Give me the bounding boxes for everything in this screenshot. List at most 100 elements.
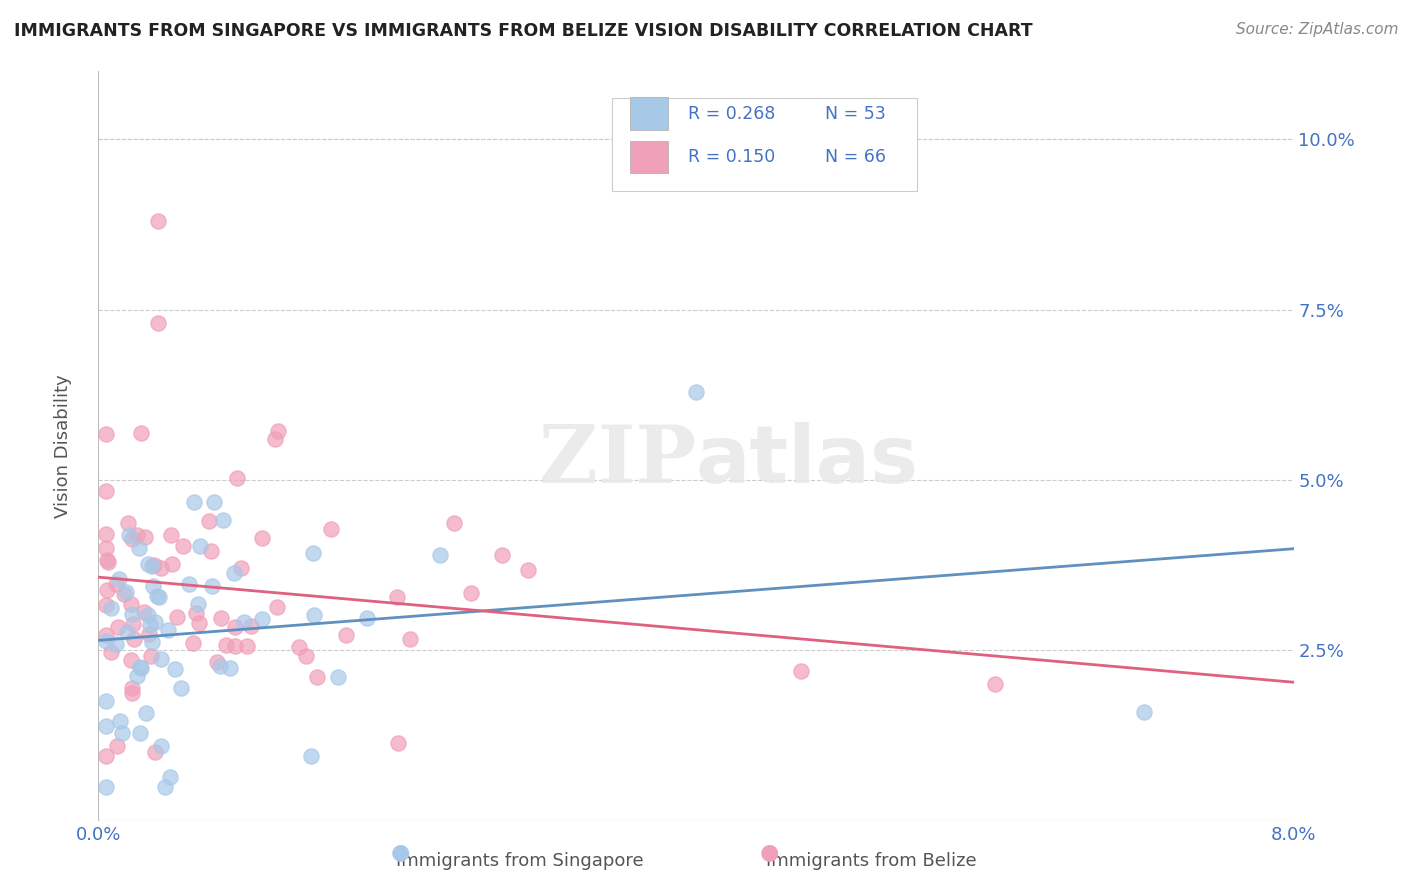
Point — [138, 627, 160, 641]
Point — [166, 610, 188, 624]
Point — [131, 660, 153, 674]
Point — [307, 669, 329, 683]
Point — [356, 611, 378, 625]
Point — [443, 516, 465, 531]
Point — [149, 561, 172, 575]
Point — [145, 590, 167, 604]
Point — [97, 555, 120, 569]
Point — [287, 640, 309, 654]
Point — [121, 532, 143, 546]
Point — [250, 612, 273, 626]
Point — [148, 591, 170, 605]
Point — [94, 694, 117, 708]
Point — [173, 539, 195, 553]
Point — [685, 384, 707, 399]
Point — [267, 424, 290, 438]
Point — [1133, 705, 1156, 719]
Point — [134, 606, 156, 620]
Text: ●: ● — [759, 843, 779, 863]
FancyBboxPatch shape — [630, 97, 668, 130]
Point — [224, 639, 246, 653]
Point — [201, 579, 224, 593]
Point — [209, 611, 232, 625]
Point — [160, 558, 183, 572]
Point — [984, 677, 1007, 691]
Point — [398, 632, 420, 646]
Point — [127, 527, 149, 541]
Point — [105, 637, 128, 651]
Point — [134, 530, 156, 544]
Text: ●: ● — [391, 843, 411, 863]
Point — [112, 586, 135, 600]
Text: R = 0.268: R = 0.268 — [688, 105, 775, 123]
Point — [115, 585, 138, 599]
Text: Immigrants from Belize: Immigrants from Belize — [766, 852, 977, 870]
Point — [108, 714, 131, 728]
Text: N = 53: N = 53 — [825, 105, 886, 123]
Point — [111, 726, 134, 740]
Point — [148, 214, 170, 228]
Point — [94, 483, 117, 498]
Point — [163, 662, 186, 676]
Point — [302, 607, 325, 622]
Point — [121, 607, 143, 621]
Point — [143, 558, 166, 573]
Point — [149, 652, 172, 666]
Point — [120, 652, 142, 666]
Point — [94, 719, 117, 733]
Point — [202, 495, 225, 509]
Point — [105, 739, 128, 753]
Point — [252, 531, 274, 545]
Point — [117, 516, 139, 530]
Text: Source: ZipAtlas.com: Source: ZipAtlas.com — [1236, 22, 1399, 37]
Point — [129, 659, 152, 673]
Point — [335, 628, 357, 642]
Point — [141, 649, 163, 664]
Text: IMMIGRANTS FROM SINGAPORE VS IMMIGRANTS FROM BELIZE VISION DISABILITY CORRELATIO: IMMIGRANTS FROM SINGAPORE VS IMMIGRANTS … — [14, 22, 1032, 40]
Point — [136, 558, 159, 572]
FancyBboxPatch shape — [630, 141, 668, 173]
Point — [100, 645, 122, 659]
Point — [117, 624, 139, 639]
Point — [141, 558, 163, 573]
Point — [188, 539, 211, 553]
Point — [233, 615, 256, 629]
Point — [135, 706, 157, 720]
Point — [142, 579, 165, 593]
Point — [127, 669, 149, 683]
Point — [94, 780, 117, 794]
Point — [159, 770, 181, 784]
Point — [299, 748, 322, 763]
Point — [105, 577, 128, 591]
Point — [224, 620, 246, 634]
Point — [107, 620, 129, 634]
Point — [121, 686, 143, 700]
Point — [108, 572, 131, 586]
Point — [266, 600, 288, 615]
Point — [145, 745, 167, 759]
Point — [295, 649, 318, 664]
Point — [225, 470, 247, 484]
Point — [429, 548, 451, 562]
Point — [218, 660, 240, 674]
Point — [96, 582, 118, 597]
Point — [387, 736, 409, 750]
Point — [96, 427, 118, 442]
Point — [94, 541, 117, 556]
Point — [100, 601, 122, 615]
Point — [198, 514, 221, 528]
Point — [328, 670, 350, 684]
Point — [208, 658, 231, 673]
Point — [184, 607, 207, 621]
Point — [149, 739, 172, 753]
Text: atlas: atlas — [696, 422, 920, 500]
Point — [236, 639, 259, 653]
Text: Vision Disability: Vision Disability — [55, 374, 72, 518]
Point — [129, 426, 152, 441]
Point — [229, 561, 252, 575]
Point — [183, 636, 205, 650]
Point — [200, 544, 222, 558]
Point — [170, 681, 193, 695]
Point — [122, 632, 145, 647]
Point — [148, 317, 170, 331]
